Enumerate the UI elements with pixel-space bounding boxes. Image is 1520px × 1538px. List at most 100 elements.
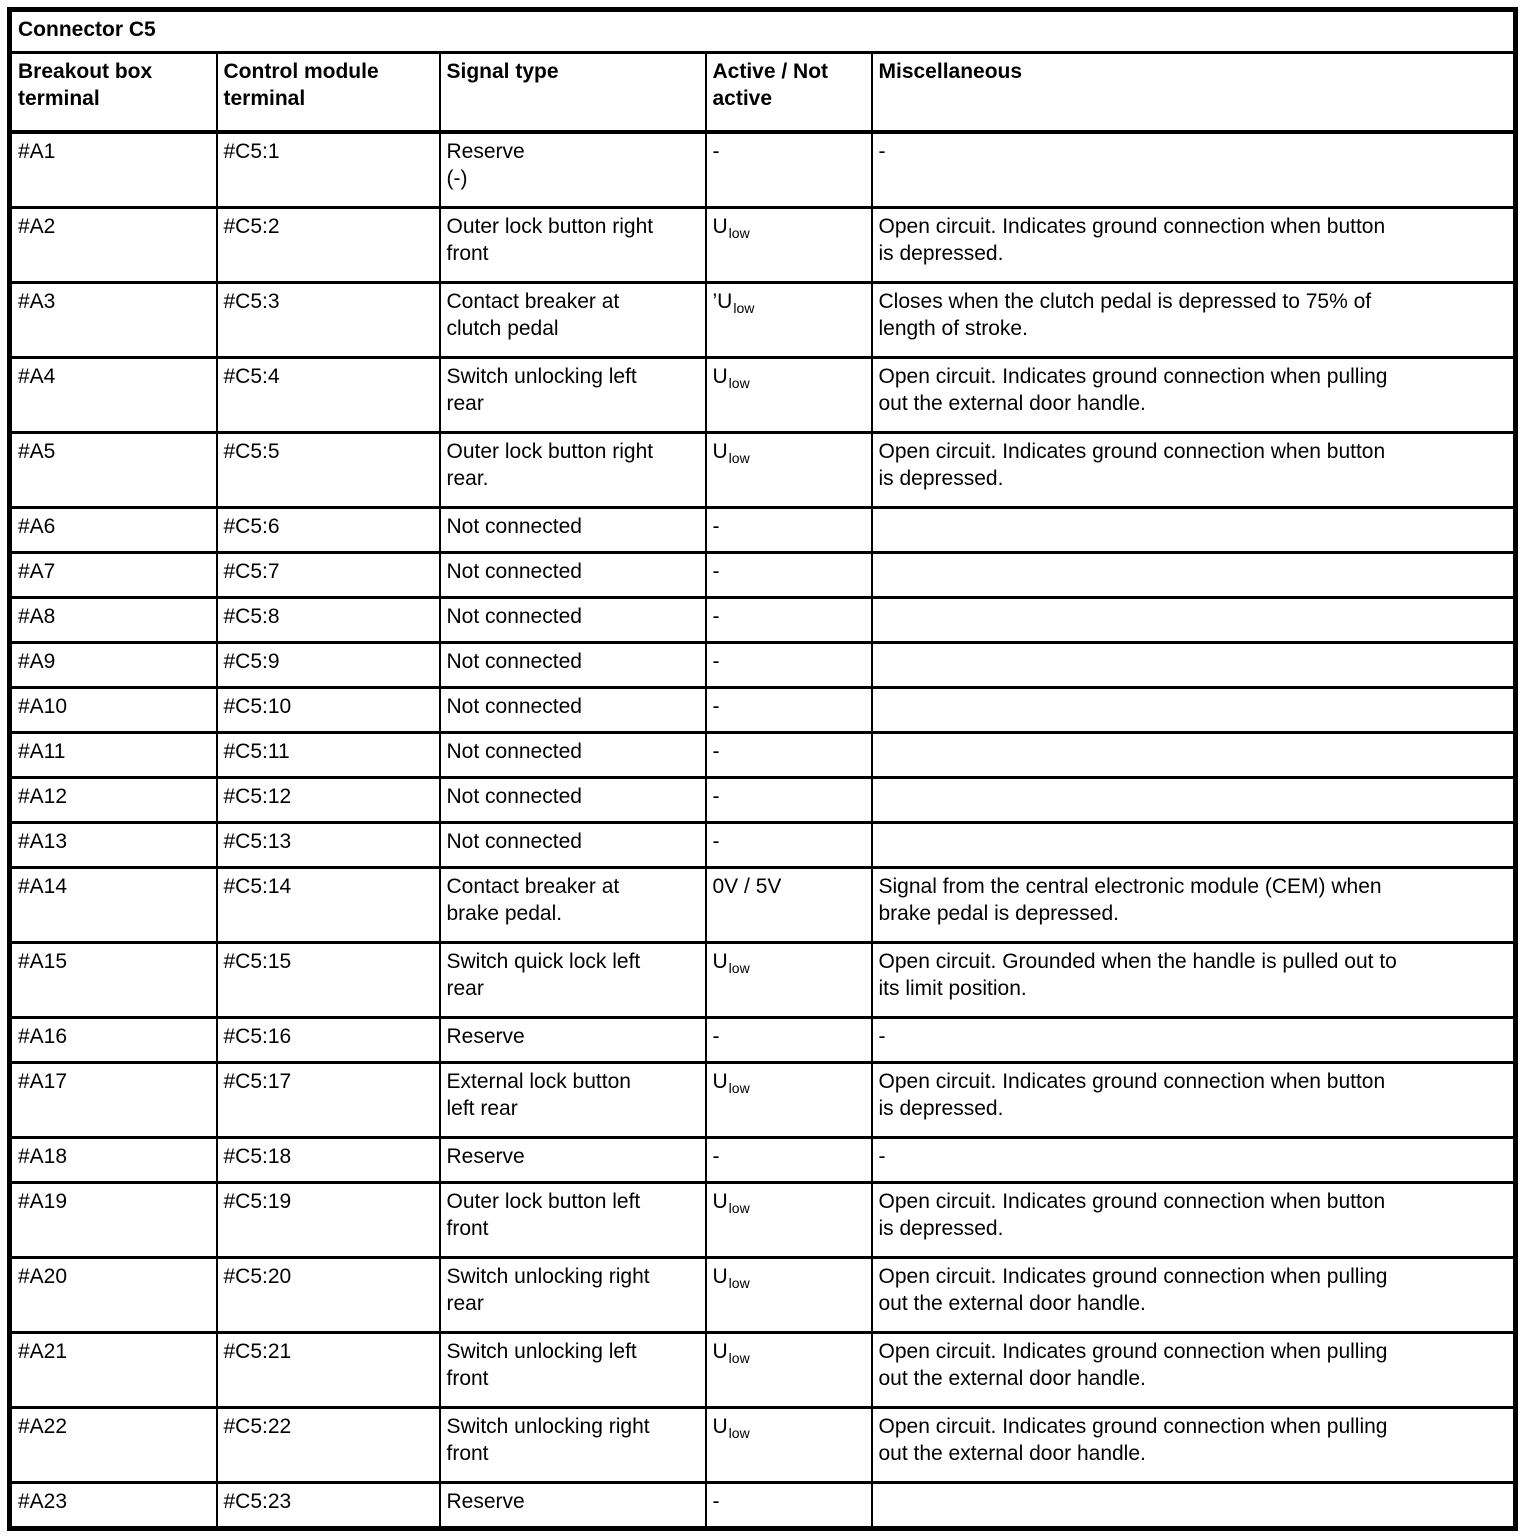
table-row: #A18 #C5:18 Reserve - - [8,1136,1517,1184]
miscellaneous-cell: - [870,131,1517,209]
miscellaneous-cell [870,776,1517,824]
module-terminal-cell: #C5:3 [215,281,441,359]
active-state-cell: Ulow [704,356,873,434]
miscellaneous-cell [870,551,1517,599]
active-state-cell: - [704,1016,873,1064]
signal-type-cell: Not connected [438,731,707,779]
signal-type-cell: Switch unlocking right rear [438,1256,707,1334]
active-value: U [712,950,728,973]
miscellaneous-cell [870,641,1517,689]
miscellaneous-cell: Open circuit. Indicates ground connectio… [870,1256,1517,1334]
signal-type-cell: Not connected [438,551,707,599]
breakout-terminal-cell: #A17 [8,1061,218,1139]
breakout-terminal-cell: #A11 [8,731,218,779]
table-row: #A23 #C5:23 Reserve - [8,1481,1517,1530]
active-value: U [712,215,728,238]
table-row: #A11 #C5:11 Not connected - [8,731,1517,779]
column-header: Breakout box terminal [8,51,218,134]
miscellaneous-cell: Open circuit. Indicates ground connectio… [870,1406,1517,1484]
active-value: - [712,515,720,538]
active-state-cell: Ulow [704,206,873,284]
active-state-cell: - [704,596,873,644]
module-terminal-cell: #C5:7 [215,551,441,599]
title-row: Connector C5 [8,8,1517,54]
active-value: - [712,785,720,808]
breakout-terminal-cell: #A23 [8,1481,218,1530]
active-value: - [712,1490,720,1513]
module-terminal-cell: #C5:4 [215,356,441,434]
active-subscript: low [733,300,755,316]
table-row: #A20 #C5:20 Switch unlocking right rear Ulo… [8,1256,1517,1334]
table-row: #A2 #C5:2 Outer lock button right front Ulo… [8,206,1517,284]
breakout-terminal-cell: #A2 [8,206,218,284]
module-terminal-cell: #C5:14 [215,866,441,944]
table-row: #A21 #C5:21 Switch unlocking left front Ulo… [8,1331,1517,1409]
table-row: #A15 #C5:15 Switch quick lock left rear Ulo… [8,941,1517,1019]
signal-type-cell: Not connected [438,821,707,869]
miscellaneous-cell: Open circuit. Indicates ground connectio… [870,1181,1517,1259]
signal-type-cell: Outer lock button right rear. [438,431,707,509]
module-terminal-cell: #C5:17 [215,1061,441,1139]
module-terminal-cell: #C5:6 [215,506,441,554]
module-terminal-cell: #C5:12 [215,776,441,824]
active-value: U [712,1415,728,1438]
module-terminal-cell: #C5:13 [215,821,441,869]
active-state-cell: ’Ulow [704,281,873,359]
active-state-cell: Ulow [704,1406,873,1484]
breakout-terminal-cell: #A3 [8,281,218,359]
active-value: U [712,1190,728,1213]
active-value: - [712,740,720,763]
active-state-cell: - [704,821,873,869]
module-terminal-cell: #C5:18 [215,1136,441,1184]
module-terminal-cell: #C5:21 [215,1331,441,1409]
signal-type-cell: Not connected [438,686,707,734]
table-title: Connector C5 [8,8,1517,54]
miscellaneous-cell: Open circuit. Indicates ground connectio… [870,356,1517,434]
active-subscript: low [728,1080,750,1096]
breakout-terminal-cell: #A20 [8,1256,218,1334]
active-state-cell: Ulow [704,1061,873,1139]
active-value: - [712,1025,720,1048]
module-terminal-cell: #C5:16 [215,1016,441,1064]
active-subscript: low [728,960,750,976]
table-body: #A1 #C5:1 Reserve (-) - - #A2 #C5:2 Outer lock … [8,131,1517,1530]
active-state-cell: - [704,551,873,599]
module-terminal-cell: #C5:1 [215,131,441,209]
active-state-cell: 0V / 5V [704,866,873,944]
column-header: Active / Not active [704,51,873,134]
active-subscript: low [728,1350,750,1366]
signal-type-cell: Reserve (-) [438,131,707,209]
table-row: #A9 #C5:9 Not connected - [8,641,1517,689]
miscellaneous-cell: Open circuit. Indicates ground connectio… [870,431,1517,509]
active-subscript: low [728,225,750,241]
breakout-terminal-cell: #A6 [8,506,218,554]
breakout-terminal-cell: #A12 [8,776,218,824]
column-header: Control module terminal [215,51,441,134]
miscellaneous-cell: - [870,1136,1517,1184]
active-value: U [712,1340,728,1363]
breakout-terminal-cell: #A4 [8,356,218,434]
active-state-cell: - [704,776,873,824]
miscellaneous-cell [870,686,1517,734]
signal-type-cell: Not connected [438,506,707,554]
breakout-terminal-cell: #A7 [8,551,218,599]
table-row: #A19 #C5:19 Outer lock button left front Ul… [8,1181,1517,1259]
header-row: Breakout box terminal Control module term… [8,51,1517,134]
active-state-cell: - [704,1481,873,1530]
table-row: #A5 #C5:5 Outer lock button right rear. Ulo… [8,431,1517,509]
table-row: #A14 #C5:14 Contact breaker at brake pedal… [8,866,1517,944]
active-subscript: low [728,1425,750,1441]
miscellaneous-cell [870,596,1517,644]
active-subscript: low [728,1200,750,1216]
breakout-terminal-cell: #A9 [8,641,218,689]
active-state-cell: - [704,686,873,734]
signal-type-cell: Not connected [438,776,707,824]
module-terminal-cell: #C5:2 [215,206,441,284]
module-terminal-cell: #C5:11 [215,731,441,779]
active-value: - [712,650,720,673]
signal-type-cell: Not connected [438,596,707,644]
breakout-terminal-cell: #A8 [8,596,218,644]
breakout-terminal-cell: #A21 [8,1331,218,1409]
miscellaneous-cell: Open circuit. Grounded when the handle i… [870,941,1517,1019]
